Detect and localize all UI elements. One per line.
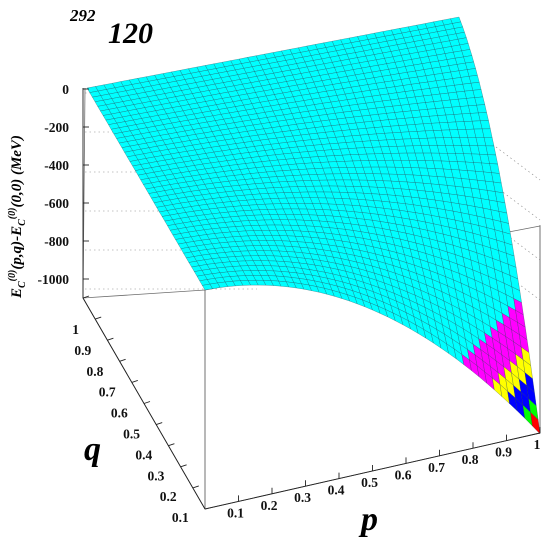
q-tick-label: 0.2 [160,489,177,504]
q-tick-mark [82,295,90,299]
surface-cell [481,128,493,138]
p-tick-label: 0.3 [294,490,311,505]
q-tick-label: 0.8 [87,364,104,379]
z-label-part-4: C [17,219,28,226]
z-tick-label: -1000 [38,272,70,287]
p-tick-label: 0.8 [462,452,479,467]
z-tick-label: -600 [44,196,69,211]
p-tick-label: 1 [534,437,541,452]
q-tick-label: 0.6 [111,406,128,421]
p-tick-label: 0.4 [328,483,345,498]
z-tick-label: -800 [44,234,69,249]
ticks: 0 -200 -400 -600 -800 -1000 0.1 0.2 0.3 0.4 0.5 0.6… [38,82,541,525]
surface-cell [472,89,484,98]
z-tick-label: -200 [44,120,69,135]
surface-cell [468,75,480,84]
q-tick-mark [107,337,114,341]
q-tick-mark [143,401,151,404]
surface-cell [474,96,486,106]
surface-cell [478,112,489,121]
q-tick-label: 0.5 [123,427,140,442]
z-label-part-0: E [9,288,25,299]
surface-cell [470,82,482,91]
q-tick-label: 0.9 [74,343,91,358]
surface-cell [530,411,541,435]
x-axis-label: p [358,501,378,538]
z-label-part-3: (p,q)-E [9,226,25,270]
z-axis-label: EC(0)(p,q)-EC(0)(0,0) (MeV) [7,135,28,299]
p-tick-label: 0.2 [261,498,278,513]
q-tick-mark [192,485,199,489]
q-tick-label: 0.4 [135,447,152,462]
q-tick-mark [131,379,138,383]
q-tick-label: 0.1 [172,510,189,525]
title-main: 120 [108,17,153,50]
z-tick-label: -400 [44,158,69,173]
surface-cell [483,137,495,147]
z-axis-label-text: EC(0)(p,q)-EC(0)(0,0) (MeV) [7,135,28,299]
q-tick-mark [156,422,163,426]
z-tick-label: 0 [62,82,69,97]
title-superscript: 292 [69,6,96,25]
z-label-part-5: (0) [7,208,18,220]
surface-cell [480,120,491,130]
surface-cell [476,104,487,114]
surface-cell [485,145,497,156]
q-tick-label: 0.7 [99,385,116,400]
q-tick-label: 0.3 [148,468,165,483]
p-tick-label: 0.6 [395,467,412,482]
p-tick-label: 0.9 [495,445,512,460]
z-label-part-1: C [17,281,28,288]
p-tick-label: 0.7 [428,460,445,475]
q-tick-label: 1 [72,322,79,337]
title: 292 120 [69,6,153,50]
z-label-part-2: (0) [7,270,18,282]
surface-cell [467,68,478,77]
q-tick-mark [180,464,187,468]
surface-mesh [86,16,541,435]
p-tick-label: 0.5 [361,475,378,490]
z-label-part-6: (0,0) (MeV) [9,135,25,207]
y-axis-label: q [84,431,101,468]
q-tick-mark [119,358,126,362]
q-tick-mark [168,443,175,447]
p-tick-label: 0.1 [227,505,244,520]
q-tick-mark [95,316,102,320]
